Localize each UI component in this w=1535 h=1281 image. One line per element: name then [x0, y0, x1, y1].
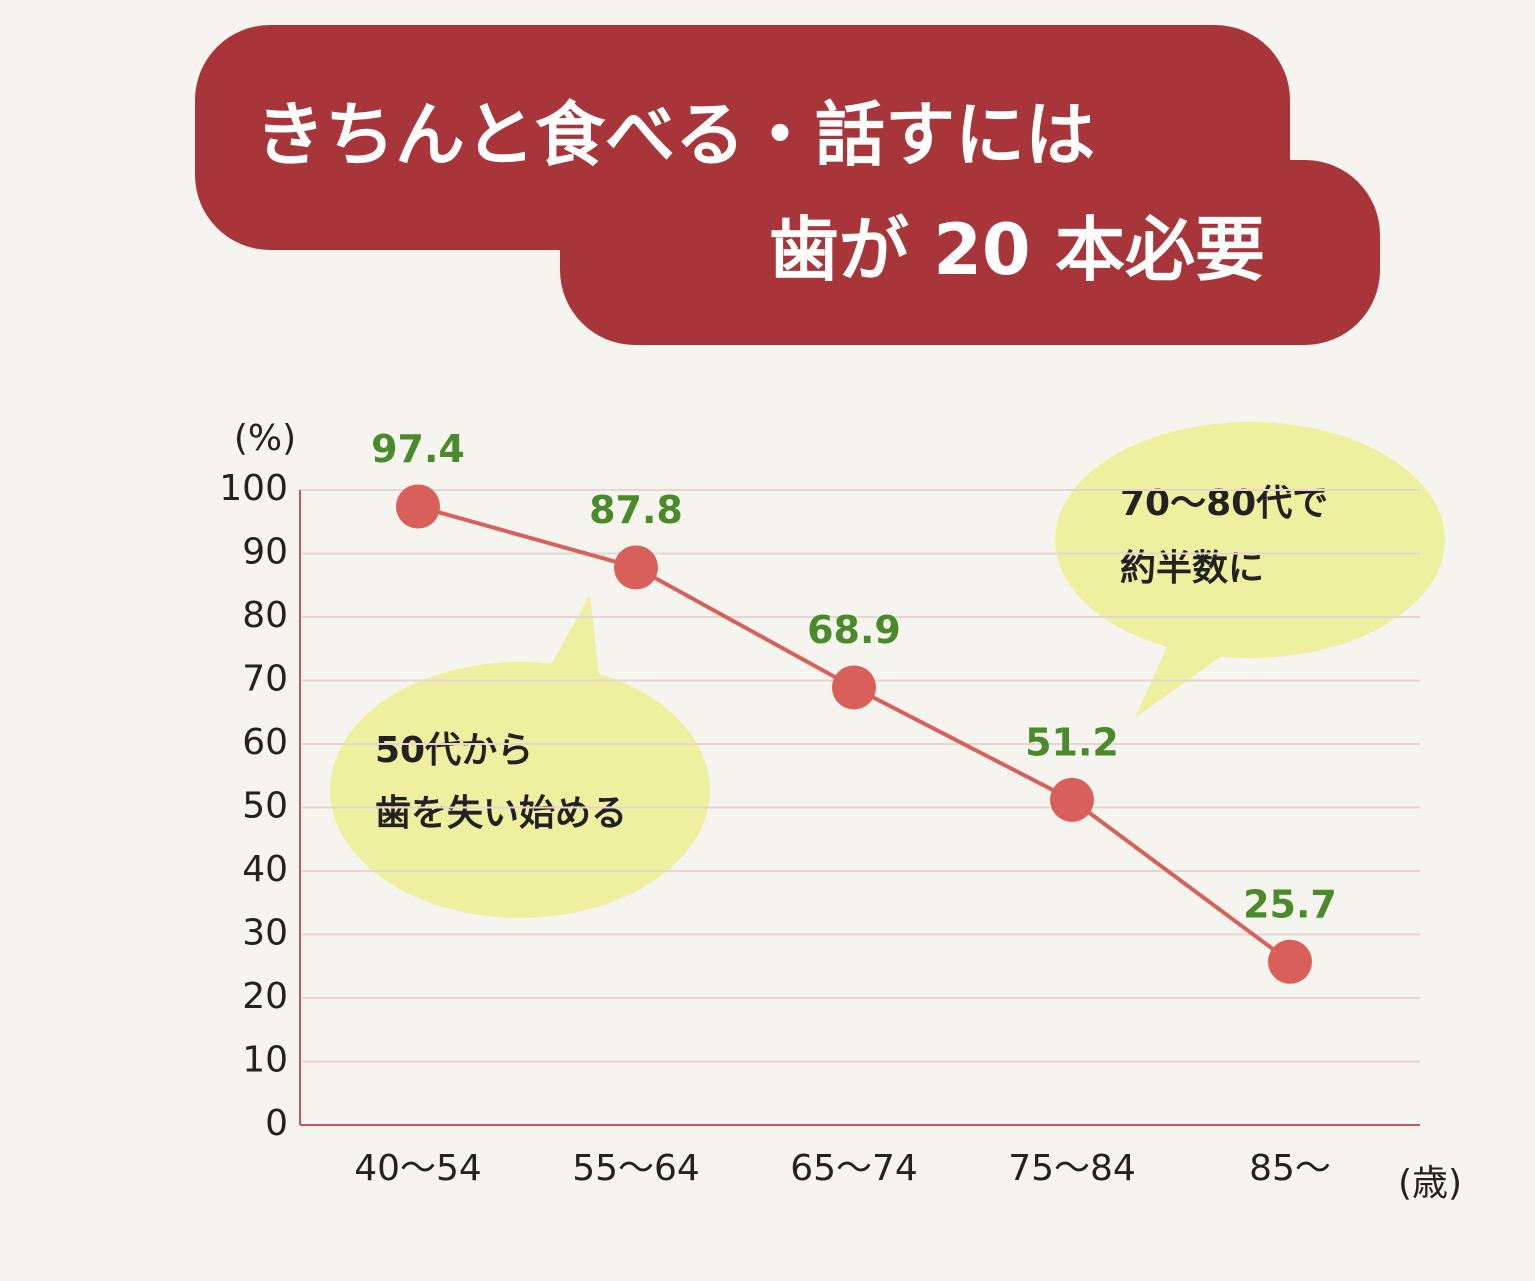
annotation: 約半数に: [1120, 548, 1264, 589]
x-tick-label: 40〜54: [354, 1148, 482, 1189]
chart-title: きちんと食べる・話すには: [255, 94, 1095, 176]
y-tick-label: 20: [242, 976, 288, 1017]
title-banner: [195, 25, 1380, 345]
y-tick-label: 10: [242, 1040, 288, 1081]
y-tick-label: 0: [265, 1103, 288, 1144]
value-label: 68.9: [807, 608, 901, 652]
callouts: [330, 422, 1445, 918]
y-tick-label: 70: [242, 659, 288, 700]
annotation: 50代から: [375, 730, 533, 771]
y-tick-label: 50: [242, 786, 288, 827]
y-tick-label: 100: [219, 468, 288, 509]
y-tick-label: 80: [242, 595, 288, 636]
y-tick-label: 30: [242, 913, 288, 954]
chart-title: 歯が 20 本必要: [769, 209, 1265, 291]
value-label: 97.4: [371, 427, 465, 471]
callout-bubble: [330, 662, 710, 918]
callout-bubble: [1055, 422, 1445, 658]
marker: [396, 484, 440, 529]
marker: [614, 545, 658, 590]
y-tick-label: 40: [242, 849, 288, 890]
title-box: [560, 160, 1380, 345]
value-label: 51.2: [1025, 720, 1119, 764]
y-tick-label: 60: [242, 722, 288, 763]
marker: [1050, 777, 1094, 822]
x-tick-label: 65〜74: [790, 1148, 918, 1189]
x-tick-label: 85〜: [1249, 1148, 1331, 1189]
x-axis-label: (歳): [1398, 1163, 1462, 1204]
value-label: 87.8: [589, 488, 683, 532]
marker: [1268, 939, 1312, 984]
value-label: 25.7: [1243, 882, 1337, 926]
callout-tail: [1135, 640, 1230, 718]
annotation: 歯を失い始める: [375, 793, 627, 834]
marker: [832, 665, 876, 710]
y-axis-label: (%): [234, 418, 296, 459]
x-tick-label: 75〜84: [1008, 1148, 1136, 1189]
x-tick-label: 55〜64: [572, 1148, 700, 1189]
y-tick-label: 90: [242, 532, 288, 573]
